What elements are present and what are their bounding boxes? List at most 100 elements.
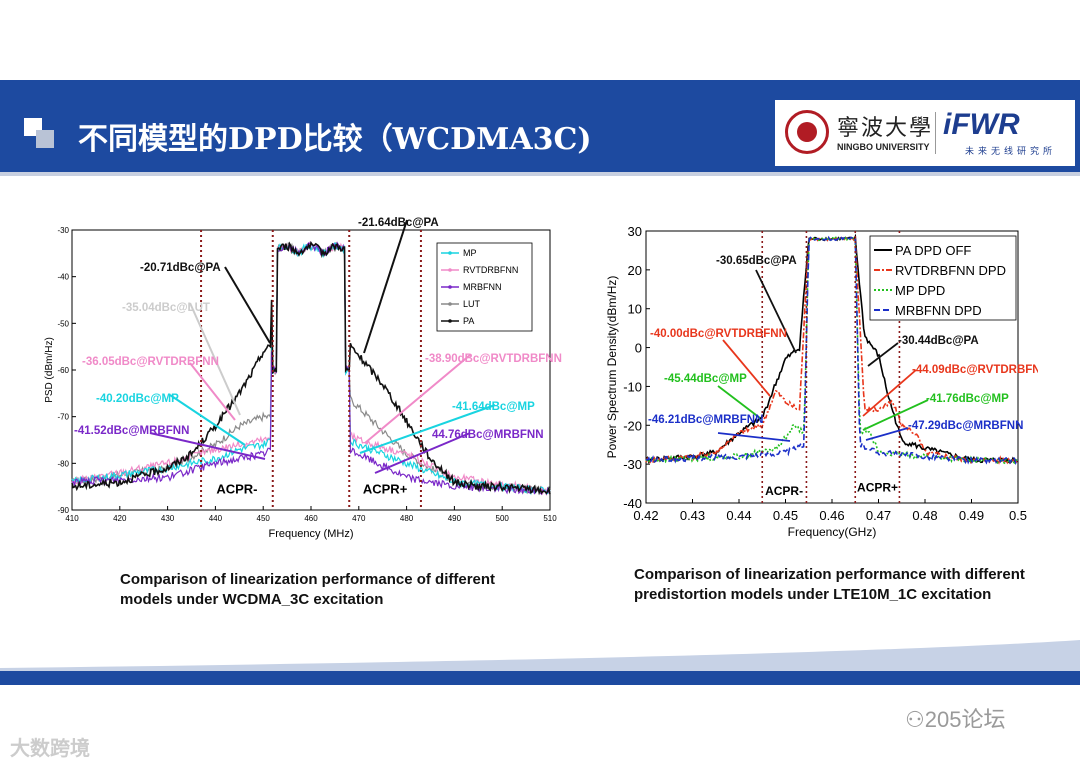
- y-tick-label: 10: [628, 302, 642, 317]
- x-tick-label: 490: [448, 514, 462, 523]
- watermark-right-text: 205论坛: [924, 707, 1006, 732]
- y-tick-label: -50: [57, 319, 69, 328]
- y-tick-label: 20: [628, 263, 642, 278]
- legend-marker: [448, 251, 452, 255]
- annotation-arrow: [717, 432, 791, 442]
- y-tick-label: -30: [623, 457, 642, 472]
- right-caption: Comparison of linearization performance …: [634, 566, 1025, 603]
- x-tick-label: 440: [209, 514, 223, 523]
- x-axis-label: Frequency(GHz): [788, 525, 877, 539]
- legend-marker: [448, 285, 452, 289]
- annotation-arrow: [189, 362, 236, 421]
- watermark-right: ⚇ 205论坛: [905, 702, 1005, 734]
- legend-label: RVTDRBFNN: [463, 265, 518, 275]
- bottom-accent-wave: [0, 640, 1080, 671]
- series-mp-dpd: [645, 235, 1018, 466]
- legend-label: MP DPD: [895, 283, 945, 298]
- annotation-arrow: [867, 342, 899, 367]
- y-tick-label: -30: [57, 226, 69, 235]
- x-tick-label: 510: [543, 514, 557, 523]
- legend-marker: [448, 302, 452, 306]
- x-tick-label: 0.42: [633, 508, 658, 523]
- watermark-left: 大数跨境: [10, 732, 90, 761]
- x-tick-label: 0.5: [1009, 508, 1027, 523]
- annotation-label: -38.90dBc@RVTDRBFNN: [425, 353, 562, 365]
- annotation-label: -41.52dBc@MRBFNN: [74, 425, 189, 437]
- y-tick-label: -40: [57, 273, 69, 282]
- annotation-label: -47.29dBc@MRBFNN: [908, 420, 1023, 432]
- acpr-plus-label: ACPR+: [857, 480, 898, 494]
- series-pa: [71, 240, 551, 496]
- x-tick-label: 470: [352, 514, 366, 523]
- ifwr-subtitle: 未来无线研究所: [965, 146, 1057, 156]
- x-tick-label: 430: [161, 514, 175, 523]
- annotation-arrow: [224, 266, 271, 344]
- y-tick-label: -80: [57, 459, 69, 468]
- annotation-label: -41.64dBc@MP: [452, 401, 535, 413]
- legend-label: MP: [463, 248, 477, 258]
- acpr-minus-label: ACPR-: [216, 482, 257, 497]
- annotation-label: -35.04dBc@LUT: [122, 302, 210, 314]
- annotation-label: -41.76dBc@MP: [926, 393, 1009, 405]
- y-tick-label: -60: [57, 366, 69, 375]
- legend-label: RVTDRBFNN DPD: [895, 263, 1006, 278]
- legend-label: LUT: [463, 299, 481, 309]
- logo-divider: [935, 112, 936, 154]
- slide-title: 不同模型的DPD比较（WCDMA3C): [78, 122, 592, 157]
- annotation-arrow: [862, 369, 917, 417]
- ifwr-logo: iFWR: [943, 108, 1020, 141]
- y-axis-label: Power Spectrum Density(dBm/Hz): [605, 276, 619, 459]
- university-seal-icon: [785, 110, 829, 154]
- x-tick-label: 0.49: [959, 508, 984, 523]
- x-tick-label: 450: [257, 514, 271, 523]
- annotation-label: -45.44dBc@MP: [664, 373, 747, 385]
- annotation-arrow: [149, 432, 266, 460]
- annotation-label: -36.05dBc@RVTDRBFNN: [82, 356, 219, 368]
- university-name-cn: 寧波大學: [837, 116, 934, 141]
- legend-box: [869, 235, 1017, 321]
- legend-label: PA DPD OFF: [895, 243, 971, 258]
- annotation-arrow: [865, 427, 909, 441]
- series-mrbfnn-dpd: [645, 235, 1018, 466]
- x-tick-label: 0.43: [680, 508, 705, 523]
- bottom-stripe: [0, 671, 1080, 685]
- x-tick-label: 420: [113, 514, 127, 523]
- left-caption: Comparison of linearization performance …: [120, 571, 496, 608]
- y-tick-label: -20: [623, 418, 642, 433]
- wechat-icon: ⚇: [905, 707, 925, 732]
- annotation-label: -30.44dBc@PA: [898, 335, 979, 347]
- annotation-label: -21.64dBc@PA: [358, 217, 439, 229]
- annotation-arrow: [755, 269, 797, 354]
- series-rvtdrbfnn-dpd: [645, 236, 1018, 465]
- annotation-label: -40.00dBc@RVTDRBFNN: [650, 328, 787, 340]
- y-tick-label: -10: [623, 379, 642, 394]
- annotation-arrow: [722, 339, 771, 397]
- annotation-label: -40.20dBc@MP: [96, 393, 179, 405]
- x-tick-label: 0.48: [912, 508, 937, 523]
- logo-area: 寧波大學 NINGBO UNIVERSITY iFWR 未来无线研究所: [775, 100, 1075, 166]
- legend-label: PA: [463, 316, 474, 326]
- x-axis-label: Frequency (MHz): [269, 528, 354, 540]
- x-tick-label: 0.45: [773, 508, 798, 523]
- title-square-shadow-icon: [36, 130, 54, 148]
- x-tick-label: 500: [496, 514, 510, 523]
- x-tick-label: 0.46: [819, 508, 844, 523]
- annotation-label: -46.21dBc@MRBFNN: [648, 414, 763, 426]
- legend-label: MRBFNN DPD: [895, 303, 982, 318]
- x-tick-label: 410: [65, 514, 79, 523]
- x-tick-label: 460: [304, 514, 318, 523]
- x-tick-label: 480: [400, 514, 414, 523]
- annotation-arrow: [189, 302, 241, 416]
- annotation-arrow: [169, 394, 246, 446]
- legend-marker: [448, 268, 452, 272]
- y-axis-label: PSD (dBm/Hz): [44, 337, 55, 403]
- annotation-arrow: [359, 404, 496, 454]
- annotation-label: 44.76dBc@MRBFNN: [432, 429, 544, 441]
- annotation-arrow: [363, 219, 408, 354]
- y-tick-label: -70: [57, 413, 69, 422]
- annotation-arrow: [374, 432, 471, 474]
- top-strip: [0, 0, 1080, 80]
- banner-underline: [0, 172, 1080, 176]
- legend-label: MRBFNN: [463, 282, 502, 292]
